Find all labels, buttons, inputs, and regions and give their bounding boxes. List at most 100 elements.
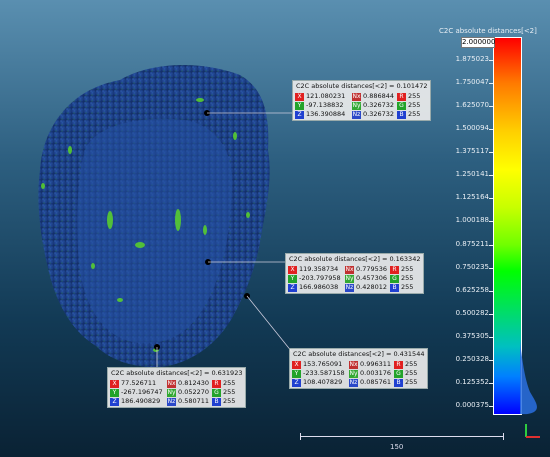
colorbar-tick-mark <box>489 83 493 85</box>
colorbar-tick-mark <box>489 267 493 269</box>
colorbar-tick-label: 0.375305 <box>455 331 489 340</box>
colorbar-tick-label: 0.000375 <box>455 401 489 409</box>
colorbar-tick-label: 1.125164 <box>455 193 489 202</box>
g-tag: G <box>397 101 406 110</box>
coordinate-row-x: X 121.080231 Nx 0.886844 R 255 <box>295 92 428 101</box>
colorbar-title: C2C absolute distances[<2] <box>439 27 537 35</box>
ny-value: 0.052270 <box>178 388 210 396</box>
colorbar-tick-mark <box>489 313 493 315</box>
colorbar-tick-mark <box>489 221 493 223</box>
g-tag: G <box>212 388 221 397</box>
nx-tag: Nx <box>167 379 176 388</box>
colorbar[interactable] <box>493 37 522 415</box>
ny-value: 0.326732 <box>363 101 395 109</box>
z-value: 136.390884 <box>306 110 346 118</box>
coordinate-row-y: Y -233.587158 Ny 0.003176 G 255 <box>292 369 425 378</box>
z-tag: Z <box>295 110 304 119</box>
x-tag: X <box>110 379 119 388</box>
coordinate-row-x: X 153.765091 Nx 0.996311 R 255 <box>292 360 425 369</box>
g-tag: G <box>394 369 403 378</box>
r-tag: R <box>394 360 403 369</box>
scale-bar-label: 150 <box>390 443 404 451</box>
nz-value: 0.326732 <box>363 110 395 118</box>
colorbar-tick-mark <box>489 359 493 361</box>
r-tag: R <box>397 92 406 101</box>
coordinate-row-z: Z 108.407829 Nz 0.085761 B 255 <box>292 378 425 387</box>
axes-trihedron-icon <box>525 424 540 438</box>
colorbar-tick-mark <box>489 244 493 246</box>
z-tag: Z <box>292 378 301 387</box>
z-value: 166.986038 <box>299 283 339 291</box>
leader-lines <box>156 112 293 368</box>
nx-value: 0.812430 <box>178 379 210 387</box>
nz-value: 0.085761 <box>360 378 392 386</box>
colorbar-tick-mark <box>489 290 493 292</box>
y-value: -267.196747 <box>121 388 163 396</box>
r-tag: R <box>390 265 399 274</box>
colorbar-tick-mark <box>489 175 493 177</box>
y-value: -203.797958 <box>299 274 341 282</box>
g-value: 255 <box>405 369 418 377</box>
ny-tag: Ny <box>167 388 176 397</box>
label-title: C2C absolute distances[<2] = 0.631923 <box>111 369 243 377</box>
y-tag: Y <box>110 388 119 397</box>
g-tag: G <box>390 274 399 283</box>
colorbar-tick-mark <box>489 152 493 154</box>
nz-value: 0.580711 <box>178 397 210 405</box>
colorbar-tick-label: 1.875023 <box>455 55 489 63</box>
colorbar-tick-label: 1.000188 <box>455 216 489 225</box>
colorbar-tick-label: 1.375117 <box>455 147 489 156</box>
y-value: -97.138832 <box>306 101 344 109</box>
coordinate-row-z: Z 166.986038 Nz 0.428012 B 255 <box>288 283 421 292</box>
b-value: 255 <box>401 283 414 291</box>
z-value: 186.490829 <box>121 397 161 405</box>
colorbar-tick-mark <box>489 106 493 108</box>
x-value: 153.765091 <box>303 360 343 368</box>
nx-value: 0.996311 <box>360 360 392 368</box>
y-value: -233.587158 <box>303 369 345 377</box>
b-value: 255 <box>408 110 421 118</box>
r-value: 255 <box>401 265 414 273</box>
coordinate-row-z: Z 136.390884 Nz 0.326732 B 255 <box>295 110 428 119</box>
label-title: C2C absolute distances[<2] = 0.101472 <box>296 82 428 90</box>
x-value: 119.358734 <box>299 265 339 273</box>
nx-tag: Nx <box>352 92 361 101</box>
ny-value: 0.003176 <box>360 369 392 377</box>
colorbar-tick-label: 0.500282 <box>455 308 489 317</box>
b-tag: B <box>212 397 221 406</box>
x-tag: X <box>292 360 301 369</box>
y-tag: Y <box>288 274 297 283</box>
colorbar-tick-mark <box>489 129 493 131</box>
colorbar-tick-mark <box>489 382 493 384</box>
scale-bar <box>300 433 504 440</box>
x-value: 121.080231 <box>306 92 346 100</box>
colorbar-tick-mark <box>489 60 493 61</box>
coordinate-row-x: X 77.526711 Nx 0.812430 R 255 <box>110 379 243 388</box>
label-title: C2C absolute distances[<2] = 0.431544 <box>293 350 425 358</box>
colorbar-tick-label: 0.875211 <box>455 239 489 248</box>
colorbar-tick-label: 1.625070 <box>455 101 489 110</box>
nx-value: 0.779536 <box>356 265 388 273</box>
b-tag: B <box>397 110 406 119</box>
g-value: 255 <box>408 101 421 109</box>
ny-tag: Ny <box>345 274 354 283</box>
colorbar-tick-mark <box>489 336 493 338</box>
y-tag: Y <box>295 101 304 110</box>
colorbar-histogram <box>520 340 537 415</box>
coordinate-row-y: Y -97.138832 Ny 0.326732 G 255 <box>295 101 428 110</box>
ny-tag: Ny <box>352 101 361 110</box>
b-tag: B <box>394 378 403 387</box>
colorbar-tick-label: 0.250328 <box>455 354 489 363</box>
coordinate-row-z: Z 186.490829 Nz 0.580711 B 255 <box>110 397 243 406</box>
colorbar-tick-label: 1.500094 <box>455 124 489 133</box>
r-value: 255 <box>405 360 418 368</box>
label-title: C2C absolute distances[<2] = 0.163342 <box>289 255 421 263</box>
ny-tag: Ny <box>349 369 358 378</box>
nx-value: 0.886844 <box>363 92 395 100</box>
